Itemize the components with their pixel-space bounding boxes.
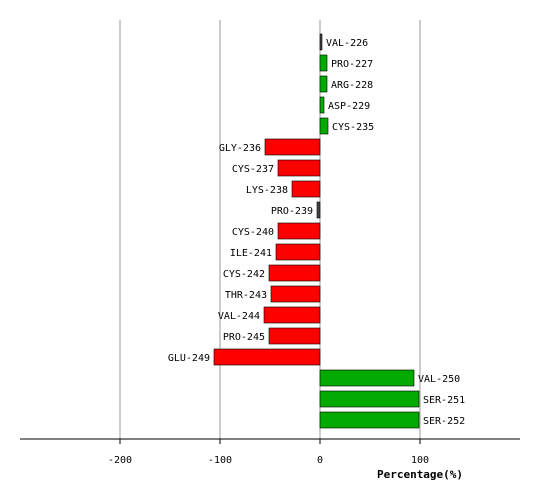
bar-ser-251 [319,390,420,408]
bar-label-cys-235: CYS-235 [332,122,374,133]
bar-ile-241 [275,243,321,261]
bar-val-226 [319,33,323,51]
bar-label-ser-252: SER-252 [423,416,465,427]
bar-arg-228 [319,75,328,93]
bar-asp-229 [319,96,325,114]
bar-pro-245 [268,327,321,345]
bar-label-val-250: VAL-250 [418,374,460,385]
bar-gly-236 [264,138,321,156]
x-tick-label: -100 [208,455,232,466]
bar-label-asp-229: ASP-229 [328,101,370,112]
bar-label-arg-228: ARG-228 [331,80,373,91]
x-tick-label: 0 [317,455,323,466]
bar-label-lys-238: LYS-238 [246,185,288,196]
x-tick-label: 100 [411,455,429,466]
bar-ser-252 [319,411,420,429]
bar-thr-243 [270,285,321,303]
bar-label-glu-249: GLU-249 [168,353,210,364]
bar-val-250 [319,369,415,387]
bar-label-cys-240: CYS-240 [232,227,274,238]
bar-glu-249 [213,348,321,366]
bar-cys-237 [277,159,321,177]
x-tick-label: -200 [108,455,132,466]
bar-label-ile-241: ILE-241 [230,248,272,259]
bar-cys-240 [277,222,321,240]
bar-label-gly-236: GLY-236 [219,143,261,154]
bar-label-pro-227: PRO-227 [331,59,373,70]
bar-labels: VAL-226 PRO-227 ARG-228 ASP-229 CYS-235 GLY-2… [168,38,465,427]
bar-val-244 [263,306,321,324]
bar-label-val-226: VAL-226 [326,38,368,49]
bar-label-thr-243: THR-243 [225,290,267,301]
bar-cys-235 [319,117,329,135]
bar-label-val-244: VAL-244 [218,311,260,322]
x-axis-ticks: -200 -100 0 100 [108,439,429,466]
bar-cys-242 [268,264,321,282]
x-axis-title: Percentage(%) [377,468,463,481]
bar-pro-239 [316,201,321,219]
bar-label-cys-237: CYS-237 [232,164,274,175]
bar-label-pro-239: PRO-239 [271,206,313,217]
bar-label-ser-251: SER-251 [423,395,465,406]
bar-label-pro-245: PRO-245 [223,332,265,343]
bars [213,33,420,429]
bar-lys-238 [291,180,321,198]
bar-pro-227 [319,54,328,72]
bar-label-cys-242: CYS-242 [223,269,265,280]
